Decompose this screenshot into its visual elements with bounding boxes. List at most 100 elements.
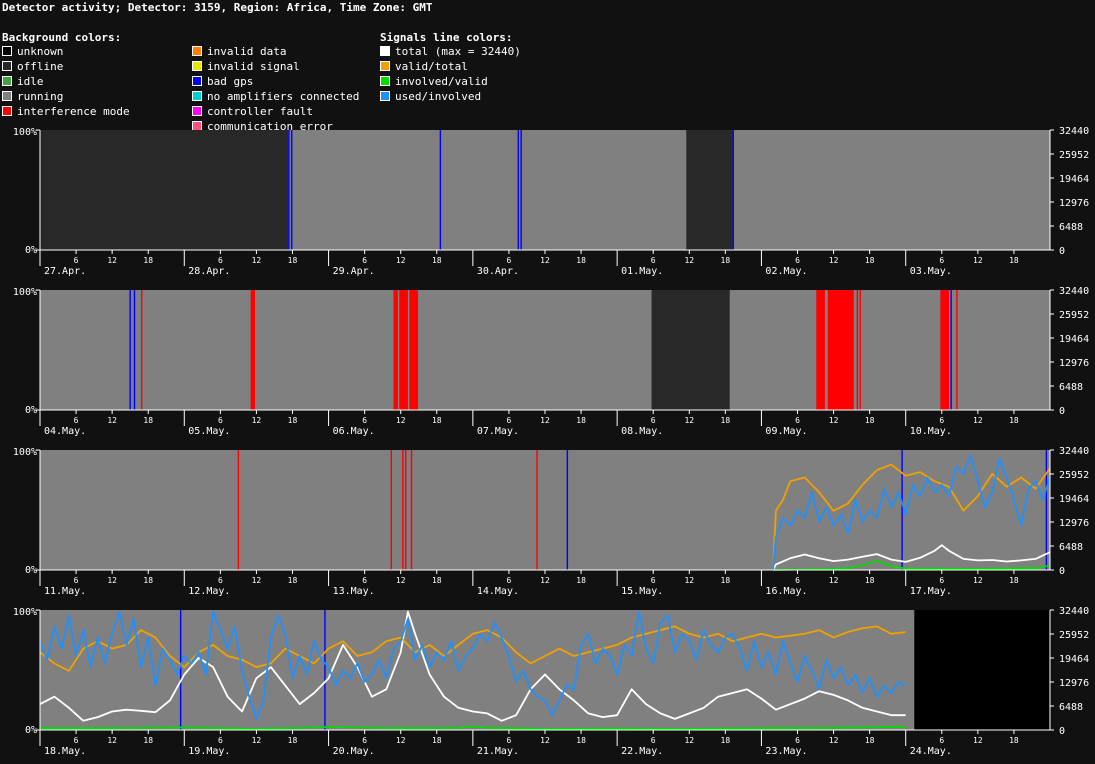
hour-label: 18	[576, 576, 586, 585]
hour-label: 6	[939, 736, 944, 745]
legend-swatch	[2, 76, 12, 86]
legend-signal-item: used/involved	[380, 89, 481, 104]
hour-label: 6	[651, 576, 656, 585]
legend-label: total (max = 32440)	[395, 45, 521, 58]
status-band	[732, 130, 1050, 250]
hour-label: 12	[973, 256, 983, 265]
legend-background-item: idle	[2, 74, 44, 89]
status-band	[409, 290, 419, 410]
legend-background-item: invalid data	[192, 44, 286, 59]
hour-label: 18	[1009, 736, 1019, 745]
hour-label: 12	[684, 576, 694, 585]
day-label: 19.May.	[188, 746, 230, 757]
y-left-tick-label: 0%	[25, 725, 37, 736]
hour-label: 6	[651, 416, 656, 425]
legend-swatch	[380, 61, 390, 71]
hour-label: 18	[576, 256, 586, 265]
hour-label: 6	[74, 736, 79, 745]
status-mark	[405, 450, 407, 570]
hour-label: 6	[795, 576, 800, 585]
y-right-tick-label: 0	[1059, 726, 1065, 737]
status-band	[816, 290, 825, 410]
y-right-tick-label: 25952	[1059, 150, 1089, 161]
status-band	[940, 290, 949, 410]
hour-label: 12	[829, 416, 839, 425]
legend-label: invalid signal	[207, 60, 300, 73]
hour-label: 12	[540, 416, 550, 425]
hour-label: 18	[143, 736, 153, 745]
day-label: 08.May.	[621, 426, 663, 437]
legend-background-item: unknown	[2, 44, 63, 59]
y-left-tick-label: 0%	[25, 245, 37, 256]
legend-label: controller fault	[207, 105, 313, 118]
y-right-tick-label: 0	[1059, 246, 1065, 257]
y-right-tick-label: 19464	[1059, 494, 1089, 505]
hour-label: 12	[396, 736, 406, 745]
status-mark	[439, 130, 442, 250]
series-line	[39, 625, 906, 672]
hour-label: 18	[143, 576, 153, 585]
day-label: 28.Apr.	[188, 266, 230, 277]
chart-panel	[36, 609, 1054, 746]
hour-label: 6	[651, 736, 656, 745]
status-mark	[732, 130, 734, 250]
hour-label: 6	[507, 416, 512, 425]
day-label: 02.May.	[765, 266, 807, 277]
status-band	[40, 610, 915, 730]
hour-label: 18	[721, 736, 731, 745]
y-right-tick-label: 25952	[1059, 470, 1089, 481]
legend-swatch	[2, 46, 12, 56]
hour-label: 12	[252, 256, 262, 265]
day-label: 27.Apr.	[44, 266, 86, 277]
y-right-tick-label: 6488	[1059, 382, 1083, 393]
hour-label: 12	[540, 736, 550, 745]
legend-swatch	[2, 91, 12, 101]
status-band	[40, 130, 289, 250]
hour-label: 6	[218, 416, 223, 425]
chart-panel	[36, 449, 1054, 586]
day-label: 05.May.	[188, 426, 230, 437]
y-right-tick-label: 25952	[1059, 310, 1089, 321]
legend-label: bad gps	[207, 75, 254, 88]
status-mark	[901, 450, 903, 570]
hour-label: 6	[74, 576, 79, 585]
y-right-tick-label: 12976	[1059, 198, 1089, 209]
hour-label: 12	[252, 736, 262, 745]
hour-label: 18	[865, 256, 875, 265]
series-line	[772, 559, 1051, 571]
y-left-tick-label: 100%	[13, 447, 37, 458]
hour-label: 12	[396, 576, 406, 585]
status-mark	[410, 450, 413, 570]
hour-label: 6	[362, 736, 367, 745]
day-label: 23.May.	[765, 746, 807, 757]
legend-swatch	[192, 91, 202, 101]
hour-label: 18	[721, 256, 731, 265]
day-label: 30.Apr.	[477, 266, 519, 277]
chart-panel	[36, 289, 1054, 426]
y-right-tick-label: 0	[1059, 406, 1065, 417]
day-label: 09.May.	[765, 426, 807, 437]
hour-label: 12	[684, 736, 694, 745]
status-mark	[324, 610, 326, 730]
day-label: 21.May.	[477, 746, 519, 757]
hour-label: 18	[1009, 416, 1019, 425]
status-band	[40, 290, 652, 410]
legend-swatch	[380, 76, 390, 86]
hour-label: 12	[107, 736, 117, 745]
hour-label: 6	[507, 256, 512, 265]
day-label: 01.May.	[621, 266, 663, 277]
hour-label: 6	[74, 416, 79, 425]
legend-background-item: bad gps	[192, 74, 253, 89]
status-mark	[179, 610, 182, 730]
status-mark	[859, 290, 861, 410]
legend-signal-item: involved/valid	[380, 74, 488, 89]
hour-label: 6	[795, 736, 800, 745]
hour-label: 12	[396, 256, 406, 265]
hour-label: 12	[396, 416, 406, 425]
hour-label: 12	[973, 416, 983, 425]
y-left-tick-label: 100%	[13, 127, 37, 138]
status-mark	[390, 450, 393, 570]
chart-panel	[36, 129, 1054, 266]
legend-swatch	[192, 106, 202, 116]
legend-swatch	[2, 61, 12, 71]
